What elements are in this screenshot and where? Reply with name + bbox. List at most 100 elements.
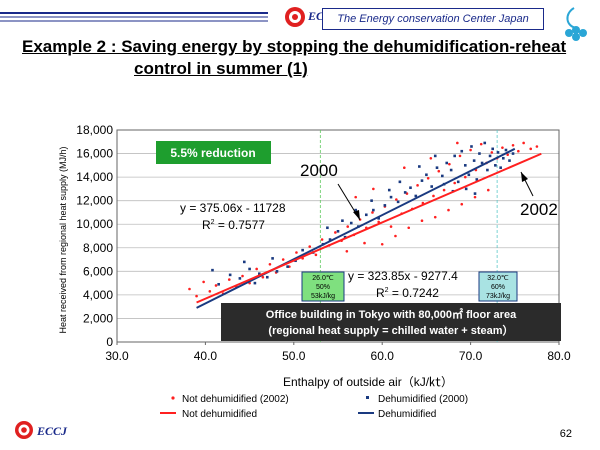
tick-labels: 0 2,000 4,000 6,000 8,000 10,000 12,000 14,000 1… xyxy=(76,123,571,363)
r2-exponent: 2 xyxy=(211,219,215,226)
green-note-box xyxy=(301,271,345,302)
data-point-not-dehumidified xyxy=(469,148,472,152)
data-points xyxy=(188,141,539,298)
trend-line-not-dehumidified xyxy=(196,152,542,304)
data-point-dehumidified xyxy=(483,141,487,145)
header-rules xyxy=(0,12,268,22)
data-point-not-dehumidified xyxy=(429,156,433,160)
r2-symbol: R xyxy=(376,286,385,300)
data-point-dehumidified xyxy=(383,204,387,207)
data-point-dehumidified xyxy=(370,199,373,202)
data-point-dehumidified xyxy=(286,265,289,268)
r2-not-dehumidified: R2 = 0.7242 xyxy=(376,286,439,300)
data-point-dehumidified xyxy=(211,268,214,272)
data-point-not-dehumidified xyxy=(522,141,525,145)
data-point-dehumidified xyxy=(326,226,329,230)
data-point-not-dehumidified xyxy=(354,195,357,199)
data-point-dehumidified xyxy=(364,213,368,217)
footer-logo-icon xyxy=(15,421,33,439)
data-point-not-dehumidified xyxy=(214,284,218,287)
data-point-dehumidified xyxy=(420,179,424,182)
data-point-dehumidified xyxy=(491,147,494,151)
data-point-not-dehumidified xyxy=(394,234,397,238)
x-tick-label: 80.0 xyxy=(547,349,571,363)
y-tick-label: 14,000 xyxy=(76,170,113,184)
legend-label: Dehumidified xyxy=(378,409,436,420)
data-point-not-dehumidified xyxy=(448,162,451,166)
data-point-dehumidified xyxy=(248,267,251,271)
data-point-not-dehumidified xyxy=(535,145,539,148)
data-point-dehumidified xyxy=(343,235,347,239)
eccj-logo-icon xyxy=(285,7,305,27)
data-point-not-dehumidified xyxy=(261,275,265,279)
data-point-not-dehumidified xyxy=(511,144,515,147)
clover-icon xyxy=(565,7,587,41)
legend-marker-dehumidified xyxy=(366,396,369,399)
data-point-dehumidified xyxy=(258,272,261,275)
data-point-not-dehumidified xyxy=(227,278,231,281)
data-point-dehumidified xyxy=(496,151,500,154)
x-tick-label: 60.0 xyxy=(371,349,395,363)
data-point-not-dehumidified xyxy=(490,151,494,154)
data-point-not-dehumidified xyxy=(529,147,533,151)
y-tick-label: 10,000 xyxy=(76,217,113,231)
y-tick-label: 0 xyxy=(106,335,113,349)
data-point-dehumidified xyxy=(473,192,477,195)
data-point-dehumidified xyxy=(217,282,220,286)
data-point-not-dehumidified xyxy=(501,146,504,149)
data-point-not-dehumidified xyxy=(202,280,205,284)
data-point-not-dehumidified xyxy=(463,175,467,179)
year-2002-arrowhead xyxy=(521,172,528,182)
data-point-not-dehumidified xyxy=(255,267,258,271)
data-point-dehumidified xyxy=(242,260,246,264)
info-line1: Office building in Tokyo with 80,000㎡ fl… xyxy=(266,307,517,321)
data-point-dehumidified xyxy=(349,221,353,225)
data-point-not-dehumidified xyxy=(437,169,441,173)
data-point-dehumidified xyxy=(478,152,481,155)
r2-dehumidified: R2 = 0.7577 xyxy=(202,218,265,232)
y-tick-label: 4,000 xyxy=(83,288,113,302)
x-tick-label: 50.0 xyxy=(282,349,306,363)
footer-brand: ECCJ xyxy=(37,424,68,438)
data-point-dehumidified xyxy=(425,173,428,177)
data-point-not-dehumidified xyxy=(208,290,212,293)
data-point-dehumidified xyxy=(467,173,471,177)
data-point-not-dehumidified xyxy=(395,198,398,201)
data-point-dehumidified xyxy=(253,281,257,285)
info-line2: (regional heat supply = chilled water + … xyxy=(268,324,513,337)
r2-value: = 0.7577 xyxy=(215,218,266,232)
data-point-not-dehumidified xyxy=(407,226,411,230)
data-point-not-dehumidified xyxy=(295,251,298,254)
data-point-dehumidified xyxy=(494,164,497,167)
data-point-dehumidified xyxy=(449,168,453,172)
data-point-dehumidified xyxy=(328,238,332,241)
legend-label: Not dehumidified xyxy=(182,409,257,420)
data-point-not-dehumidified xyxy=(416,184,419,187)
data-point-not-dehumidified xyxy=(188,287,191,291)
data-point-not-dehumidified xyxy=(372,187,375,191)
data-point-not-dehumidified xyxy=(403,166,406,169)
y-tick-label: 18,000 xyxy=(76,123,113,137)
data-point-dehumidified xyxy=(475,178,479,181)
legend-label: Not dehumidified (2002) xyxy=(182,394,289,405)
data-point-dehumidified xyxy=(341,219,344,222)
data-point-not-dehumidified xyxy=(371,211,374,214)
data-point-dehumidified xyxy=(480,161,484,165)
data-point-dehumidified xyxy=(460,149,464,153)
data-point-not-dehumidified xyxy=(517,149,520,153)
data-point-dehumidified xyxy=(472,159,476,162)
data-point-not-dehumidified xyxy=(389,225,393,228)
data-point-not-dehumidified xyxy=(380,242,384,246)
data-point-not-dehumidified xyxy=(456,141,459,145)
r2-symbol: R xyxy=(202,218,211,232)
teal-note-box xyxy=(478,271,518,302)
data-point-dehumidified xyxy=(463,164,467,167)
slide-title-line1: Example 2 : Saving energy by stopping th… xyxy=(22,37,567,56)
data-point-dehumidified xyxy=(441,174,444,178)
data-point-dehumidified xyxy=(486,168,489,172)
data-point-dehumidified xyxy=(403,191,407,194)
legend: Not dehumidified (2002) Dehumidified (20… xyxy=(160,394,468,420)
y-tick-label: 16,000 xyxy=(76,147,113,161)
data-point-dehumidified xyxy=(396,200,400,204)
y-tick-label: 6,000 xyxy=(83,264,113,278)
